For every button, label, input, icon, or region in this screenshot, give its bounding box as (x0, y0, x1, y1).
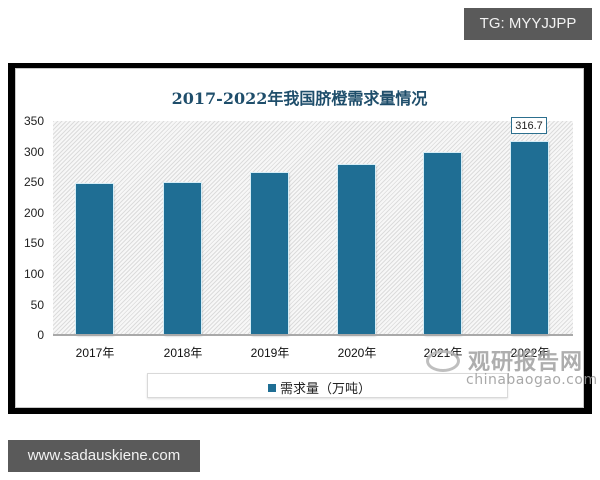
plot-area (53, 121, 573, 335)
site-badge: www.sadauskiene.com (8, 440, 200, 472)
tg-badge: TG: MYYJJPP (464, 8, 592, 40)
bar-2022 (511, 142, 548, 335)
legend-label: 需求量（万吨） (280, 381, 372, 396)
x-label-2018: 2018年 (163, 346, 203, 360)
bar-2019 (251, 173, 288, 335)
y-tick-100: 100 (23, 267, 44, 281)
y-tick-300: 300 (23, 145, 44, 159)
chinabaogao-logo-icon (426, 350, 460, 372)
y-tick-250: 250 (23, 175, 44, 189)
chart-panel: 2017-2022年我国脐橙需求量情况 350 300 250 200 150 … (15, 68, 597, 408)
x-label-2019: 2019年 (250, 346, 290, 360)
watermark: 观研报告网 chinabaogao.com (416, 344, 597, 394)
x-label-2017: 2017年 (75, 346, 115, 360)
watermark-cn: 观研报告网 (468, 349, 584, 374)
y-tick-150: 150 (23, 236, 44, 250)
chart-frame: 2017-2022年我国脐橙需求量情况 350 300 250 200 150 … (8, 63, 597, 414)
bar-2021 (424, 153, 461, 335)
watermark-en: chinabaogao.com (466, 372, 598, 388)
chart-title: 2017-2022年我国脐橙需求量情况 (171, 89, 428, 108)
bar-2017 (76, 184, 113, 335)
bar-2018 (164, 183, 201, 335)
data-label-2022: 316.7 (511, 117, 547, 134)
x-label-2022: 2022年 (510, 346, 550, 360)
y-tick-0: 0 (37, 328, 44, 342)
y-tick-200: 200 (23, 206, 44, 220)
chart-legend: 需求量（万吨） (147, 373, 508, 398)
x-axis-line (53, 334, 573, 336)
y-tick-350: 350 (23, 114, 44, 128)
y-tick-50: 50 (30, 298, 44, 312)
legend-swatch-icon (268, 383, 276, 392)
x-label-2020: 2020年 (337, 346, 377, 360)
bar-2020 (338, 165, 375, 335)
